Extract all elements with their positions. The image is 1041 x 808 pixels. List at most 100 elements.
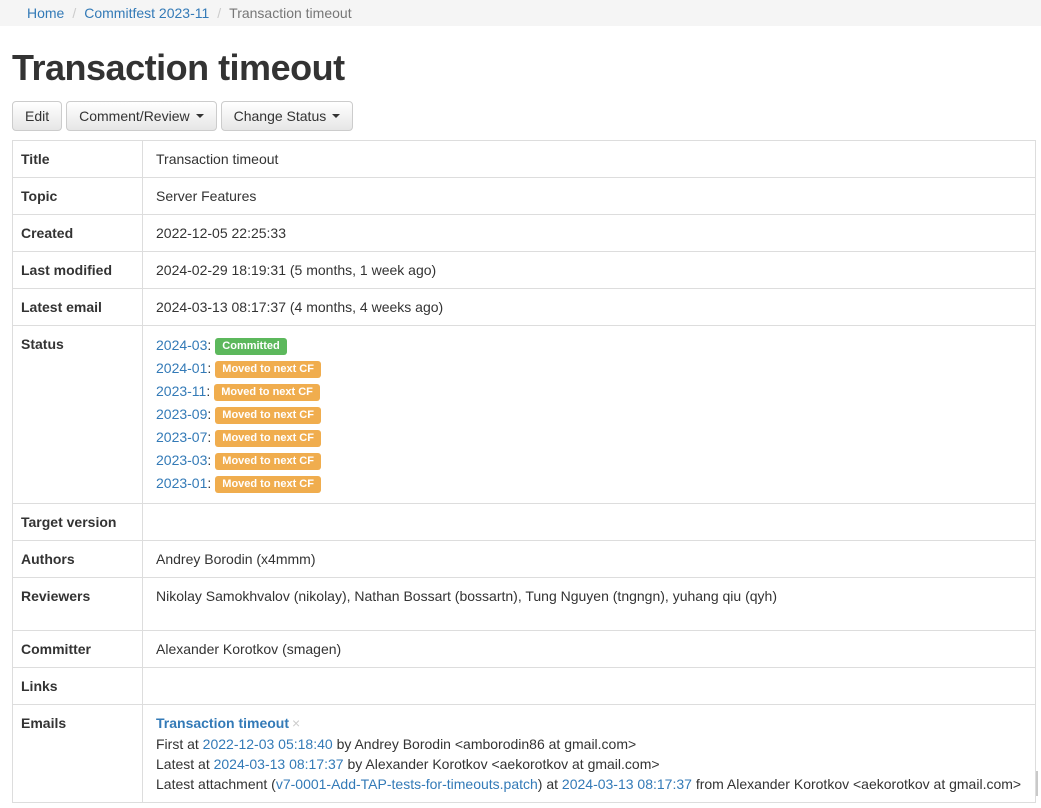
main-content: Transaction timeout Edit Comment/Review …: [0, 48, 1041, 803]
colon: :: [207, 337, 212, 353]
edit-button-label: Edit: [25, 108, 50, 124]
latest-email-value: 2024-03-13 08:17:37 (4 months, 4 weeks a…: [142, 288, 1036, 326]
breadcrumb-home-link[interactable]: Home: [27, 5, 65, 21]
status-badge-moved: Moved to next CF: [215, 476, 321, 493]
last-modified-value: 2024-02-29 18:19:31 (5 months, 1 week ag…: [142, 251, 1036, 289]
colon: :: [207, 360, 212, 376]
commitfest-link[interactable]: 2024-01: [156, 360, 208, 376]
latest-email-date-link[interactable]: 2024-03-13 08:17:37: [213, 756, 344, 772]
table-row-reviewers: Reviewers Nikolay Samokhvalov (nikolay),…: [12, 577, 1036, 631]
latest-at-text: Latest at: [156, 756, 210, 772]
status-entry: 2024-01: Moved to next CF: [156, 357, 1027, 380]
patch-details-table: Title Transaction timeout Topic Server F…: [12, 140, 1036, 803]
attachment-date-link[interactable]: 2024-03-13 08:17:37: [561, 776, 692, 792]
target-version-label: Target version: [12, 503, 143, 541]
email-attachment-line: Latest attachment (v7-0001-Add-TAP-tests…: [156, 774, 1027, 794]
page-title: Transaction timeout: [12, 47, 345, 88]
table-row-committer: Committer Alexander Korotkov (smagen): [12, 630, 1036, 668]
status-label: Status: [12, 325, 143, 504]
edit-button[interactable]: Edit: [12, 101, 63, 131]
breadcrumb-commitfest-link[interactable]: Commitfest 2023-11: [84, 5, 210, 21]
commitfest-link[interactable]: 2023-09: [156, 406, 208, 422]
reviewers-value: Nikolay Samokhvalov (nikolay), Nathan Bo…: [142, 577, 1036, 631]
latest-email-author: by Alexander Korotkov <aekorotkov at gma…: [347, 756, 660, 772]
table-row-created: Created 2022-12-05 22:25:33: [12, 214, 1036, 252]
email-thread-link[interactable]: Transaction timeout: [156, 715, 290, 731]
commitfest-link[interactable]: 2023-07: [156, 429, 208, 445]
first-at-text: First at: [156, 736, 199, 752]
breadcrumb-separator: /: [72, 5, 77, 21]
table-row-latest-email: Latest email 2024-03-13 08:17:37 (4 mont…: [12, 288, 1036, 326]
topic-value: Server Features: [142, 177, 1036, 215]
status-entry: 2023-09: Moved to next CF: [156, 403, 1027, 426]
colon: :: [207, 475, 212, 491]
change-status-label: Change Status: [233, 108, 327, 124]
target-version-value: [142, 503, 1036, 541]
status-badge-moved: Moved to next CF: [214, 384, 320, 401]
status-entry: 2024-03: Committed: [156, 334, 1027, 357]
status-entry: 2023-01: Moved to next CF: [156, 472, 1027, 495]
created-label: Created: [12, 214, 143, 252]
comment-review-dropdown-button[interactable]: Comment/Review: [66, 101, 217, 131]
commitfest-link[interactable]: 2023-11: [156, 383, 207, 399]
commitfest-link[interactable]: 2023-01: [156, 475, 208, 491]
change-status-dropdown-button[interactable]: Change Status: [220, 101, 354, 131]
first-email-author: by Andrey Borodin <amborodin86 at gmail.…: [336, 736, 637, 752]
comment-review-label: Comment/Review: [79, 108, 190, 124]
colon: :: [207, 429, 212, 445]
topic-label: Topic: [12, 177, 143, 215]
toolbar: Edit Comment/Review Change Status: [12, 101, 1029, 131]
status-badge-committed: Committed: [215, 338, 287, 355]
emails-label: Emails: [12, 704, 143, 803]
colon: :: [207, 406, 212, 422]
close-icon[interactable]: ×: [292, 715, 301, 731]
table-row-title: Title Transaction timeout: [12, 140, 1036, 178]
status-entry: 2023-07: Moved to next CF: [156, 426, 1027, 449]
authors-label: Authors: [12, 540, 143, 578]
status-entry: 2023-03: Moved to next CF: [156, 449, 1027, 472]
links-label: Links: [12, 667, 143, 705]
last-modified-label: Last modified: [12, 251, 143, 289]
table-row-status: Status 2024-03: Committed 2024-01: Moved t…: [12, 325, 1036, 504]
email-first-line: First at 2022-12-03 05:18:40 by Andrey B…: [156, 734, 1027, 754]
breadcrumb: Home / Commitfest 2023-11 / Transaction …: [0, 0, 1041, 26]
status-badge-moved: Moved to next CF: [215, 430, 321, 447]
table-row-last-modified: Last modified 2024-02-29 18:19:31 (5 mon…: [12, 251, 1036, 289]
table-row-authors: Authors Andrey Borodin (x4mmm): [12, 540, 1036, 578]
breadcrumb-separator: /: [217, 5, 222, 21]
email-thread: Transaction timeout × First at 2022-12-03…: [156, 713, 1027, 794]
attachment-patch-link[interactable]: v7-0001-Add-TAP-tests-for-timeouts.patch: [275, 776, 538, 792]
title-value: Transaction timeout: [142, 140, 1036, 178]
table-row-target-version: Target version: [12, 503, 1036, 541]
links-value: [142, 667, 1036, 705]
emails-value: Transaction timeout × First at 2022-12-03…: [142, 704, 1036, 803]
created-value: 2022-12-05 22:25:33: [142, 214, 1036, 252]
scrollbar-thumb[interactable]: [1036, 771, 1038, 796]
authors-value: Andrey Borodin (x4mmm): [142, 540, 1036, 578]
committer-label: Committer: [12, 630, 143, 668]
table-row-emails: Emails Transaction timeout × First at 202…: [12, 704, 1036, 803]
latest-attachment-text: Latest attachment (: [156, 776, 276, 792]
reviewers-label: Reviewers: [12, 577, 143, 631]
status-badge-moved: Moved to next CF: [215, 453, 321, 470]
latest-email-label: Latest email: [12, 288, 143, 326]
status-entry: 2023-11: Moved to next CF: [156, 380, 1027, 403]
table-row-topic: Topic Server Features: [12, 177, 1036, 215]
email-latest-line: Latest at 2024-03-13 08:17:37 by Alexand…: [156, 754, 1027, 774]
status-badge-moved: Moved to next CF: [215, 407, 321, 424]
table-row-links: Links: [12, 667, 1036, 705]
colon: :: [207, 452, 212, 468]
committer-value: Alexander Korotkov (smagen): [142, 630, 1036, 668]
email-thread-header: Transaction timeout ×: [156, 713, 1027, 733]
colon: :: [206, 383, 211, 399]
status-history: 2024-03: Committed 2024-01: Moved to next …: [142, 325, 1036, 504]
status-badge-moved: Moved to next CF: [215, 361, 321, 378]
first-email-date-link[interactable]: 2022-12-03 05:18:40: [202, 736, 333, 752]
breadcrumb-current-page: Transaction timeout: [229, 5, 352, 21]
commitfest-link[interactable]: 2023-03: [156, 452, 208, 468]
commitfest-link[interactable]: 2024-03: [156, 337, 208, 353]
caret-down-icon: [195, 114, 204, 118]
attachment-at-text: ) at: [537, 776, 559, 792]
caret-down-icon: [332, 114, 341, 118]
title-label: Title: [12, 140, 143, 178]
